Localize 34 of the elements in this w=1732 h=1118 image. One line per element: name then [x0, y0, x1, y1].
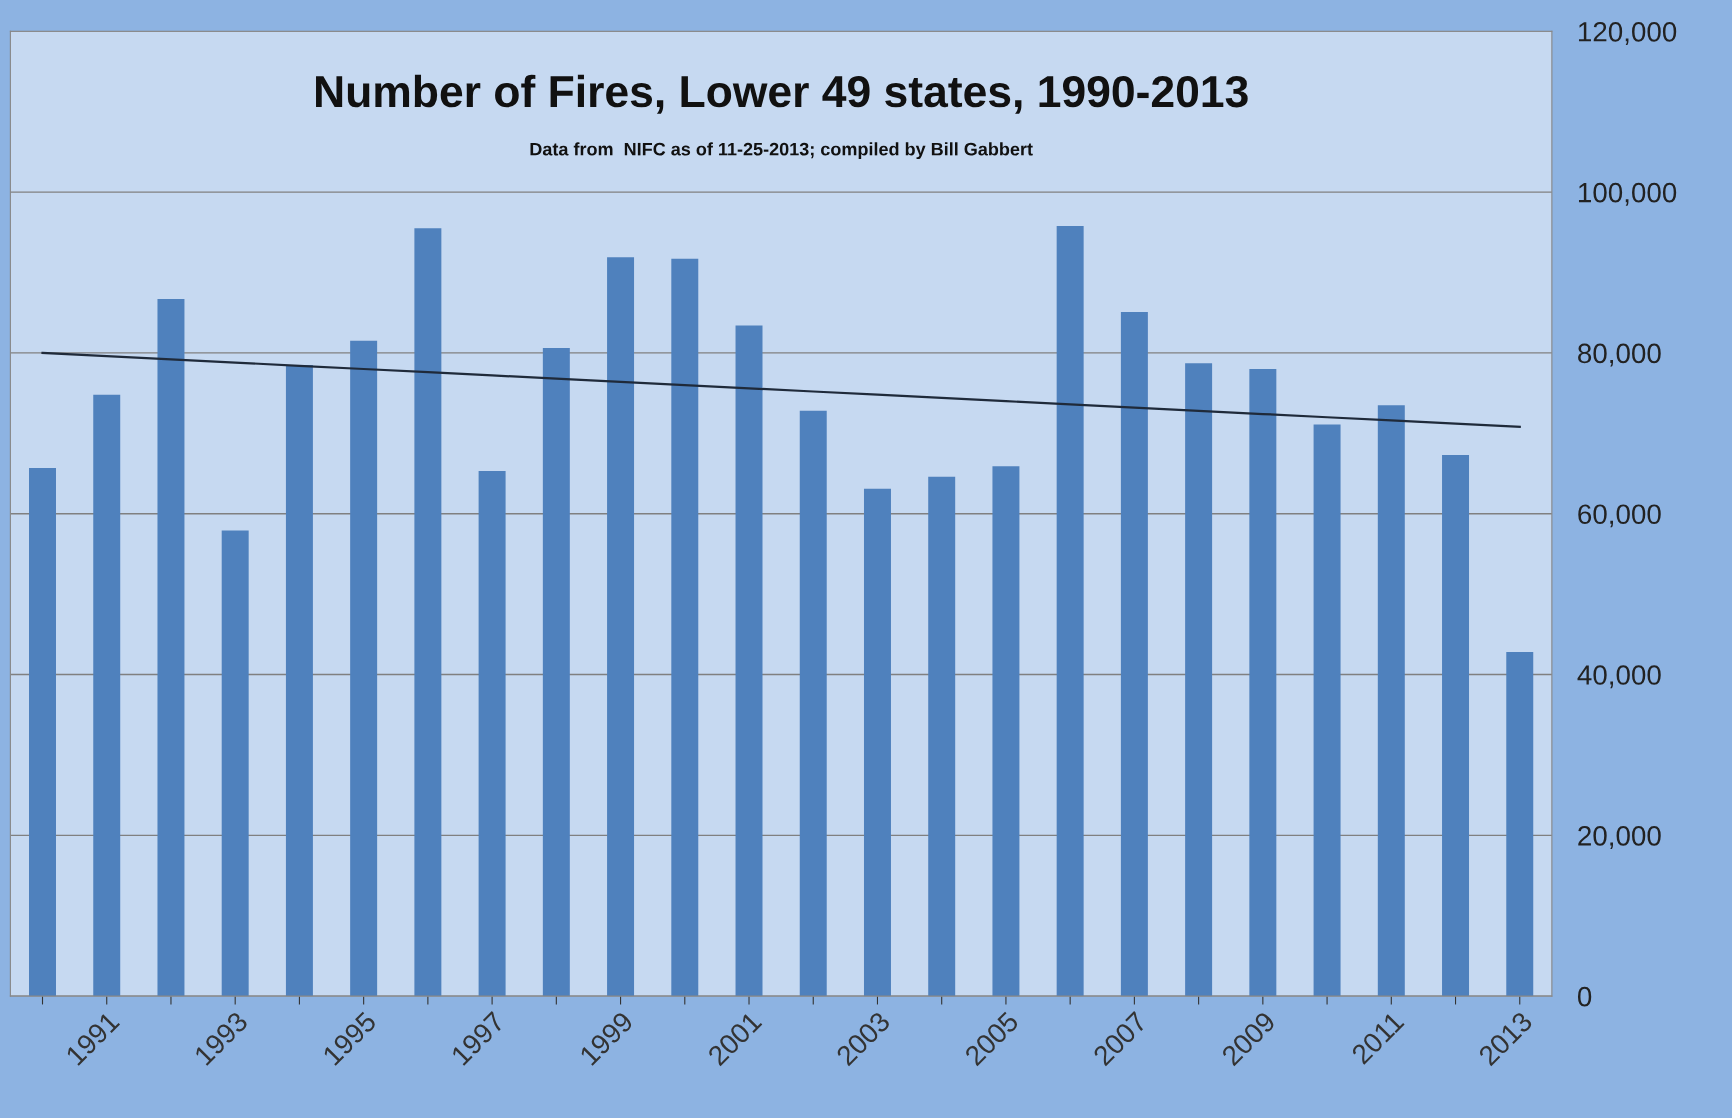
bar — [735, 325, 763, 997]
bar — [1313, 424, 1341, 997]
bar — [607, 257, 635, 997]
bar — [928, 476, 956, 997]
bar — [1442, 455, 1470, 997]
bar — [350, 340, 378, 997]
bar — [29, 467, 56, 997]
bar — [478, 471, 506, 997]
bar — [414, 228, 442, 997]
bar — [285, 364, 313, 997]
bar — [542, 348, 570, 997]
bar — [992, 466, 1020, 997]
bar — [671, 258, 699, 997]
bar — [157, 299, 185, 997]
text: Data from NIFC as of 11-25-2013; compiled by Bill Gabbert — [530, 142, 1033, 160]
text: Number of Fires, Lower 49 states, 1990-2013 — [316, 74, 1248, 114]
y-tick-label: 0 — [1577, 986, 1592, 1007]
bar — [93, 394, 121, 997]
y-tick-label: 80,000 — [1578, 343, 1661, 367]
bar — [799, 410, 827, 997]
bar — [1249, 369, 1277, 997]
bar — [1120, 311, 1148, 997]
bar — [1056, 225, 1084, 997]
y-tick-label: 40,000 — [1577, 665, 1661, 689]
y-tick-label: 20,000 — [1578, 826, 1661, 849]
y-tick-label: 100,000 — [1578, 182, 1677, 206]
line-series — [41, 351, 1521, 428]
y-tick-label: 60,000 — [1578, 504, 1661, 528]
y-tick-label: 120,000 — [1578, 21, 1677, 45]
bar — [221, 530, 249, 997]
bar — [863, 488, 891, 997]
bar — [1506, 652, 1534, 997]
bar — [1185, 363, 1213, 997]
bar — [1377, 405, 1405, 997]
